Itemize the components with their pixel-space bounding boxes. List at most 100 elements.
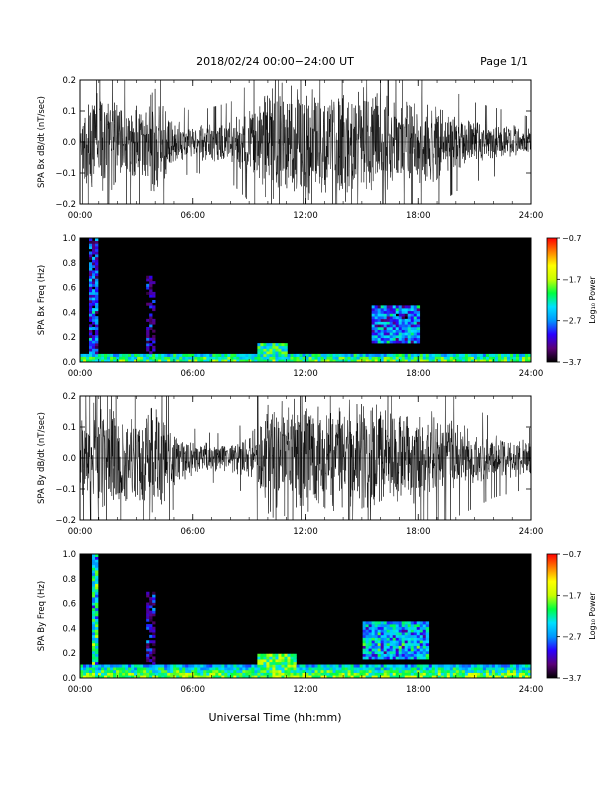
- spectrogram-cell: [515, 675, 520, 679]
- spectrogram-cell: [89, 289, 93, 293]
- spectrogram-cell: [524, 667, 529, 671]
- spectrogram-cell: [419, 626, 424, 630]
- spectrogram-cell: [302, 672, 306, 676]
- spectrogram-cell: [326, 664, 330, 668]
- spectrogram-cell: [305, 672, 309, 676]
- spectrogram-cell: [152, 667, 156, 671]
- spectrogram-cell: [92, 607, 96, 611]
- spectrogram-cell: [296, 359, 300, 363]
- spectrogram-cell: [413, 324, 418, 328]
- spectrogram-cell: [149, 653, 153, 657]
- spectrogram-cell: [101, 669, 105, 673]
- spectrogram-cell: [407, 321, 412, 325]
- spectrogram-cell: [350, 664, 354, 668]
- spectrogram-cell: [506, 356, 511, 360]
- spectrogram-cell: [395, 675, 400, 679]
- spectrogram-cell: [263, 672, 267, 676]
- spectrogram-cell: [92, 243, 96, 247]
- spectrogram-cell: [386, 626, 390, 630]
- spectrogram-cell: [404, 653, 409, 657]
- spectrogram-cell: [95, 645, 99, 649]
- spectrogram-cell: [383, 337, 387, 341]
- spectrogram-cell: [104, 669, 108, 673]
- spectrogram-cell: [224, 669, 228, 673]
- spectrogram-cell: [104, 675, 108, 679]
- spectrogram-cell: [83, 356, 87, 360]
- spectrogram-cell: [200, 669, 204, 673]
- spectrogram-cell: [485, 356, 490, 360]
- spectrogram-cell: [380, 313, 384, 317]
- spectrogram-cell: [386, 648, 390, 652]
- spectrogram-cell: [365, 675, 369, 679]
- spectrogram-cell: [389, 656, 393, 660]
- spectrogram-cell: [368, 629, 372, 633]
- spectrogram-cell: [494, 669, 499, 673]
- spectrogram-cell: [413, 621, 418, 625]
- spectrogram-cell: [374, 305, 378, 309]
- spectrogram-cell: [92, 589, 96, 593]
- spectrogram-cell: [479, 675, 484, 679]
- spectrogram-cell: [383, 624, 387, 628]
- spectrogram-cell: [89, 675, 93, 679]
- spectrogram-cell: [170, 353, 174, 357]
- spectrogram-cell: [377, 675, 381, 679]
- spectrogram-cell: [461, 667, 466, 671]
- spectrogram-cell: [395, 634, 400, 638]
- spectrogram-cell: [146, 653, 150, 657]
- spectrogram-cell: [287, 669, 291, 673]
- spectrogram-cell: [305, 664, 309, 668]
- spectrogram-cell: [386, 637, 390, 641]
- spectrogram-cell: [413, 626, 418, 630]
- spectrogram-cell: [371, 626, 375, 630]
- spectrogram-cell: [377, 629, 381, 633]
- spectrogram-cell: [92, 318, 96, 322]
- spectrogram-cell: [149, 640, 153, 644]
- spectrogram-cell: [89, 302, 93, 306]
- spectrogram-cell: [245, 353, 249, 357]
- spectrogram-cell: [371, 642, 375, 646]
- spectrogram-cell: [461, 356, 466, 360]
- spectrogram-cell: [434, 669, 439, 673]
- spectrogram-cell: [95, 589, 99, 593]
- spectrogram-cell: [335, 359, 339, 363]
- spectrogram-cell: [476, 353, 481, 357]
- spectrogram-cell: [146, 302, 150, 306]
- spectrogram-cell: [146, 645, 150, 649]
- spectrogram-cells: [80, 554, 532, 679]
- spectrogram-cell: [95, 578, 99, 582]
- spectrogram-cell: [152, 305, 156, 309]
- spectrogram-cell: [392, 621, 396, 625]
- spectrogram-cell: [407, 645, 412, 649]
- spectrogram-cell: [254, 664, 258, 668]
- spectrogram-cell: [149, 281, 153, 285]
- spectrogram-cell: [296, 353, 300, 357]
- spectrogram-cell: [95, 602, 99, 606]
- spectrogram-cell: [386, 672, 390, 676]
- spectrogram-cell: [320, 669, 324, 673]
- spectrogram-cell: [368, 621, 372, 625]
- spectrogram-cell: [374, 669, 378, 673]
- spectrogram-cell: [146, 610, 150, 614]
- spectrogram-cell: [371, 308, 375, 312]
- spectrogram-cell: [521, 356, 526, 360]
- spectrogram-cell: [398, 675, 403, 679]
- spectrogram-cell: [347, 672, 351, 676]
- spectrogram-cell: [257, 664, 261, 668]
- spectrogram-cell: [371, 656, 375, 660]
- spectrogram-cell: [290, 669, 294, 673]
- spectrogram-cell: [149, 337, 153, 341]
- spectrogram-cell: [374, 326, 378, 330]
- spectrogram-cell: [152, 664, 156, 668]
- spectrogram-cell: [395, 308, 400, 312]
- spectrogram-cell: [194, 667, 198, 671]
- spectrogram-cell: [308, 667, 312, 671]
- spectrogram-cell: [413, 353, 418, 357]
- spectrogram-cell: [92, 632, 96, 636]
- spectrogram-cell: [377, 621, 381, 625]
- spectrogram-cell: [368, 353, 372, 357]
- spectrogram-cell: [512, 672, 517, 676]
- spectrogram-cell: [380, 642, 384, 646]
- spectrogram-cell: [407, 337, 412, 341]
- spectrogram-cell: [167, 667, 171, 671]
- spectrogram-cell: [266, 661, 270, 665]
